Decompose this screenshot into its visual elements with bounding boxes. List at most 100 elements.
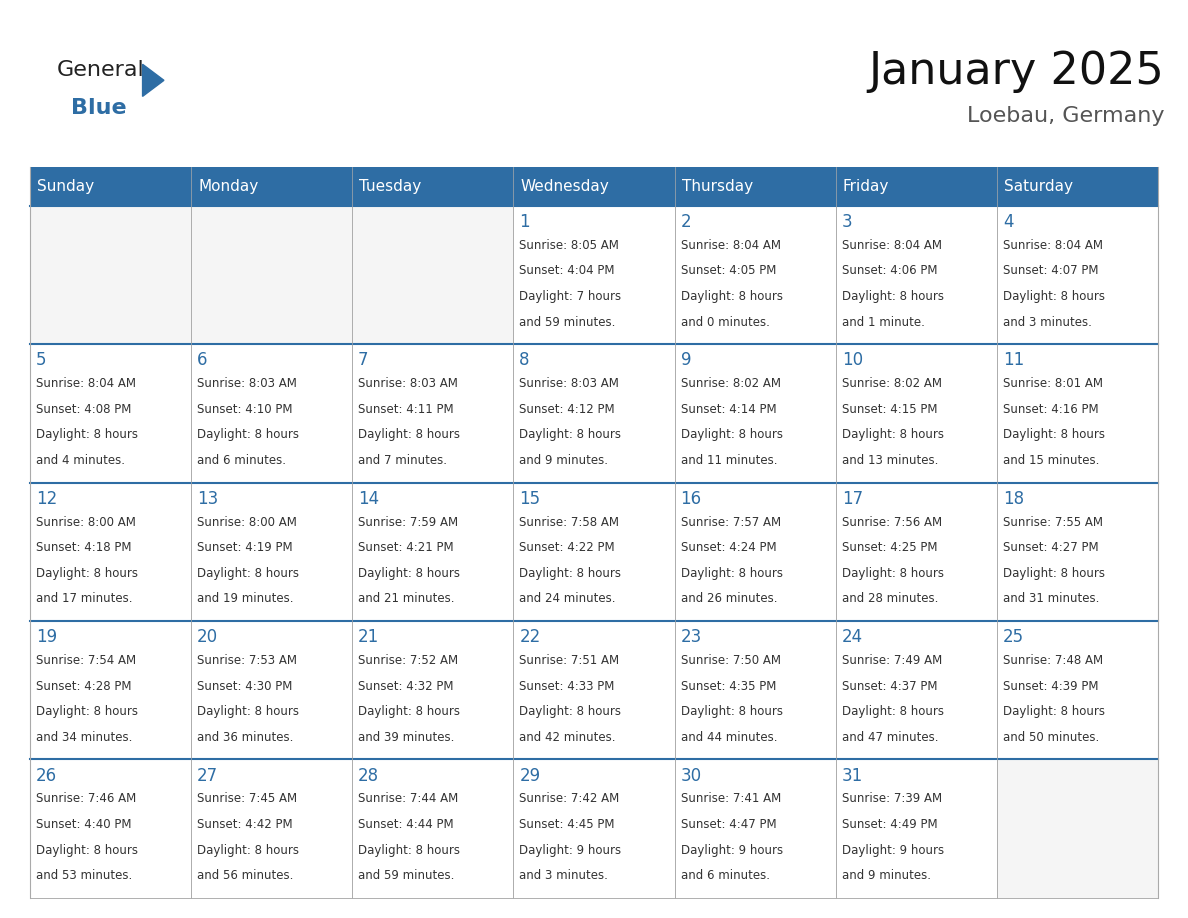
Text: Sunset: 4:19 PM: Sunset: 4:19 PM [197,541,292,554]
Bar [836,167,997,206]
Text: and 47 minutes.: and 47 minutes. [842,731,939,744]
Text: Daylight: 8 hours: Daylight: 8 hours [1003,705,1105,718]
Text: Sunrise: 7:53 AM: Sunrise: 7:53 AM [197,654,297,667]
Text: 18: 18 [1003,490,1024,508]
Text: Sunrise: 8:00 AM: Sunrise: 8:00 AM [36,516,135,529]
Bar [675,167,836,206]
Text: Daylight: 7 hours: Daylight: 7 hours [519,290,621,303]
Text: 23: 23 [681,628,702,646]
Text: Sunrise: 7:55 AM: Sunrise: 7:55 AM [1003,516,1102,529]
Bar [30,759,191,898]
Text: Sunset: 4:12 PM: Sunset: 4:12 PM [519,403,615,416]
Bar [191,621,352,759]
Text: 8: 8 [519,352,530,369]
Text: and 42 minutes.: and 42 minutes. [519,731,615,744]
Text: Sunrise: 7:49 AM: Sunrise: 7:49 AM [842,654,942,667]
Text: Sunset: 4:07 PM: Sunset: 4:07 PM [1003,264,1099,277]
Text: Sunset: 4:40 PM: Sunset: 4:40 PM [36,818,131,831]
Text: Sunset: 4:39 PM: Sunset: 4:39 PM [1003,679,1099,692]
Text: 27: 27 [197,767,217,785]
Text: Sunset: 4:11 PM: Sunset: 4:11 PM [358,403,454,416]
Text: 3: 3 [842,213,853,231]
Bar [675,759,836,898]
Text: Sunrise: 8:04 AM: Sunrise: 8:04 AM [36,377,135,390]
Bar [30,167,191,206]
Text: Daylight: 8 hours: Daylight: 8 hours [681,566,783,580]
Text: and 24 minutes.: and 24 minutes. [519,592,615,605]
Text: and 6 minutes.: and 6 minutes. [681,869,770,882]
Text: 5: 5 [36,352,46,369]
Bar [513,344,675,483]
Bar [191,344,352,483]
Text: Sunrise: 8:03 AM: Sunrise: 8:03 AM [197,377,297,390]
Bar [513,483,675,621]
Text: Sunday: Sunday [37,179,94,194]
Bar [836,621,997,759]
Text: Sunrise: 8:03 AM: Sunrise: 8:03 AM [358,377,457,390]
Text: Sunrise: 8:05 AM: Sunrise: 8:05 AM [519,239,619,252]
Text: 31: 31 [842,767,862,785]
Bar [191,167,352,206]
Text: and 6 minutes.: and 6 minutes. [197,453,286,467]
Text: Daylight: 8 hours: Daylight: 8 hours [197,844,299,856]
Text: Daylight: 8 hours: Daylight: 8 hours [519,566,621,580]
Text: and 0 minutes.: and 0 minutes. [681,316,770,329]
Text: Sunrise: 8:04 AM: Sunrise: 8:04 AM [681,239,781,252]
Text: Daylight: 8 hours: Daylight: 8 hours [358,566,460,580]
Bar [997,483,1158,621]
Text: 7: 7 [358,352,368,369]
Text: Sunset: 4:47 PM: Sunset: 4:47 PM [681,818,776,831]
Text: and 21 minutes.: and 21 minutes. [358,592,455,605]
Text: Daylight: 8 hours: Daylight: 8 hours [519,705,621,718]
Text: and 56 minutes.: and 56 minutes. [197,869,293,882]
Bar [513,621,675,759]
Text: Sunset: 4:49 PM: Sunset: 4:49 PM [842,818,937,831]
Bar [997,167,1158,206]
Text: Sunset: 4:18 PM: Sunset: 4:18 PM [36,541,131,554]
Bar [997,344,1158,483]
Text: Sunrise: 7:44 AM: Sunrise: 7:44 AM [358,792,459,805]
Text: 25: 25 [1003,628,1024,646]
Text: Sunset: 4:04 PM: Sunset: 4:04 PM [519,264,615,277]
Bar [513,759,675,898]
Text: and 3 minutes.: and 3 minutes. [519,869,608,882]
Text: Sunrise: 7:57 AM: Sunrise: 7:57 AM [681,516,781,529]
Text: 13: 13 [197,490,219,508]
Text: Sunrise: 7:46 AM: Sunrise: 7:46 AM [36,792,135,805]
Text: 20: 20 [197,628,217,646]
Text: Sunrise: 7:58 AM: Sunrise: 7:58 AM [519,516,619,529]
Text: Daylight: 8 hours: Daylight: 8 hours [36,844,138,856]
Text: 4: 4 [1003,213,1013,231]
Text: Daylight: 9 hours: Daylight: 9 hours [519,844,621,856]
Text: Sunset: 4:08 PM: Sunset: 4:08 PM [36,403,131,416]
Text: Daylight: 8 hours: Daylight: 8 hours [519,429,621,442]
Text: Daylight: 8 hours: Daylight: 8 hours [358,429,460,442]
Bar [675,206,836,344]
Bar [675,483,836,621]
Text: 10: 10 [842,352,862,369]
Bar [836,344,997,483]
Text: 30: 30 [681,767,702,785]
Text: Sunset: 4:35 PM: Sunset: 4:35 PM [681,679,776,692]
Text: Daylight: 8 hours: Daylight: 8 hours [197,429,299,442]
Text: 29: 29 [519,767,541,785]
Text: January 2025: January 2025 [868,50,1164,94]
Text: Sunrise: 7:42 AM: Sunrise: 7:42 AM [519,792,620,805]
Bar [352,759,513,898]
Text: and 39 minutes.: and 39 minutes. [358,731,455,744]
Text: 17: 17 [842,490,862,508]
Bar [997,621,1158,759]
Bar [997,206,1158,344]
Text: Daylight: 8 hours: Daylight: 8 hours [1003,290,1105,303]
Bar [352,483,513,621]
Bar [191,759,352,898]
Text: and 26 minutes.: and 26 minutes. [681,592,777,605]
Text: 9: 9 [681,352,691,369]
Bar [191,206,352,344]
Text: Sunrise: 7:59 AM: Sunrise: 7:59 AM [358,516,459,529]
Text: and 9 minutes.: and 9 minutes. [842,869,930,882]
Text: 16: 16 [681,490,702,508]
Text: Sunrise: 7:39 AM: Sunrise: 7:39 AM [842,792,942,805]
Text: and 13 minutes.: and 13 minutes. [842,453,939,467]
Text: Sunset: 4:14 PM: Sunset: 4:14 PM [681,403,776,416]
